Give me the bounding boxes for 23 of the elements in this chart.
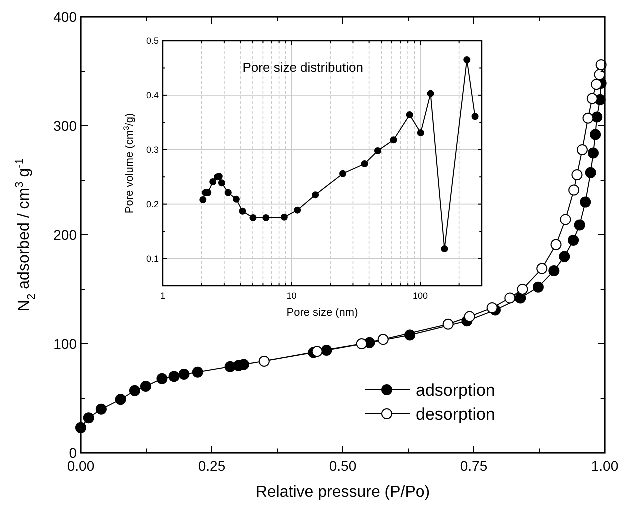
y-tick-label: 200 (54, 226, 78, 243)
y-tick-label: 0.5 (146, 36, 159, 46)
x-tick-label: 10 (286, 291, 297, 301)
x-axis-title: Pore size (nm) (286, 307, 358, 319)
y-tick-label: 0 (69, 444, 78, 461)
y-tick-label: 0.3 (146, 145, 159, 156)
x-axis-title: Relative pressure (P/Po) (256, 484, 430, 501)
y-tick-label: 300 (54, 118, 78, 134)
x-tick-label: 1 (160, 291, 166, 301)
text: Pore size distribution (242, 60, 364, 75)
x-tick-label: 0.00 (67, 458, 95, 474)
y-tick-label: 0.4 (146, 90, 159, 101)
y-tick-label: 0.1 (146, 254, 159, 264)
legend-label: adsorption (416, 380, 496, 400)
legend-label: desorption (416, 404, 496, 424)
y-tick-label: 100 (54, 336, 78, 352)
x-tick-label: 100 (413, 291, 428, 301)
x-tick-label: 0.50 (329, 458, 357, 474)
x-tick-label: 0.25 (198, 458, 226, 474)
x-tick-label: 1.00 (591, 458, 619, 474)
x-tick-label: 0.75 (460, 458, 488, 474)
y-tick-label: 400 (54, 8, 78, 25)
y-tick-label: 0.2 (146, 199, 159, 210)
